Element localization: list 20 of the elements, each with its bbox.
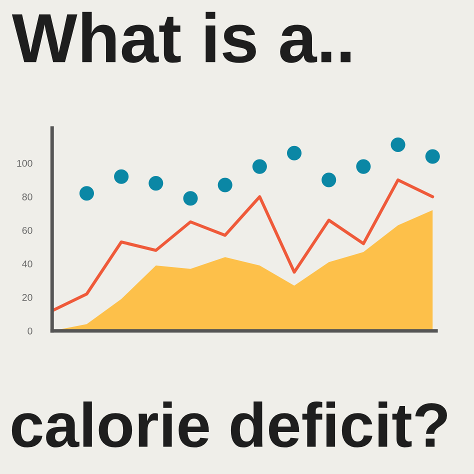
line-series xyxy=(52,178,434,312)
y-tick-label: 40 xyxy=(22,260,32,268)
point xyxy=(322,172,336,188)
point xyxy=(218,178,232,192)
point xyxy=(356,159,371,174)
y-tick-label: 80 xyxy=(22,193,32,200)
point xyxy=(114,169,129,184)
y-tick-label: 60 xyxy=(22,226,32,234)
point xyxy=(286,146,302,160)
text: calorie deficit? xyxy=(12,402,447,448)
y-tick-label: 100 xyxy=(17,160,32,167)
point xyxy=(79,186,94,201)
chart-title: What is a.. xyxy=(12,12,350,63)
y-tick-label: 20 xyxy=(22,294,32,301)
point xyxy=(425,149,440,164)
point xyxy=(183,191,198,206)
point xyxy=(390,137,406,152)
y-tick-label: 0 xyxy=(28,328,32,334)
point xyxy=(252,159,267,174)
point xyxy=(148,176,164,191)
